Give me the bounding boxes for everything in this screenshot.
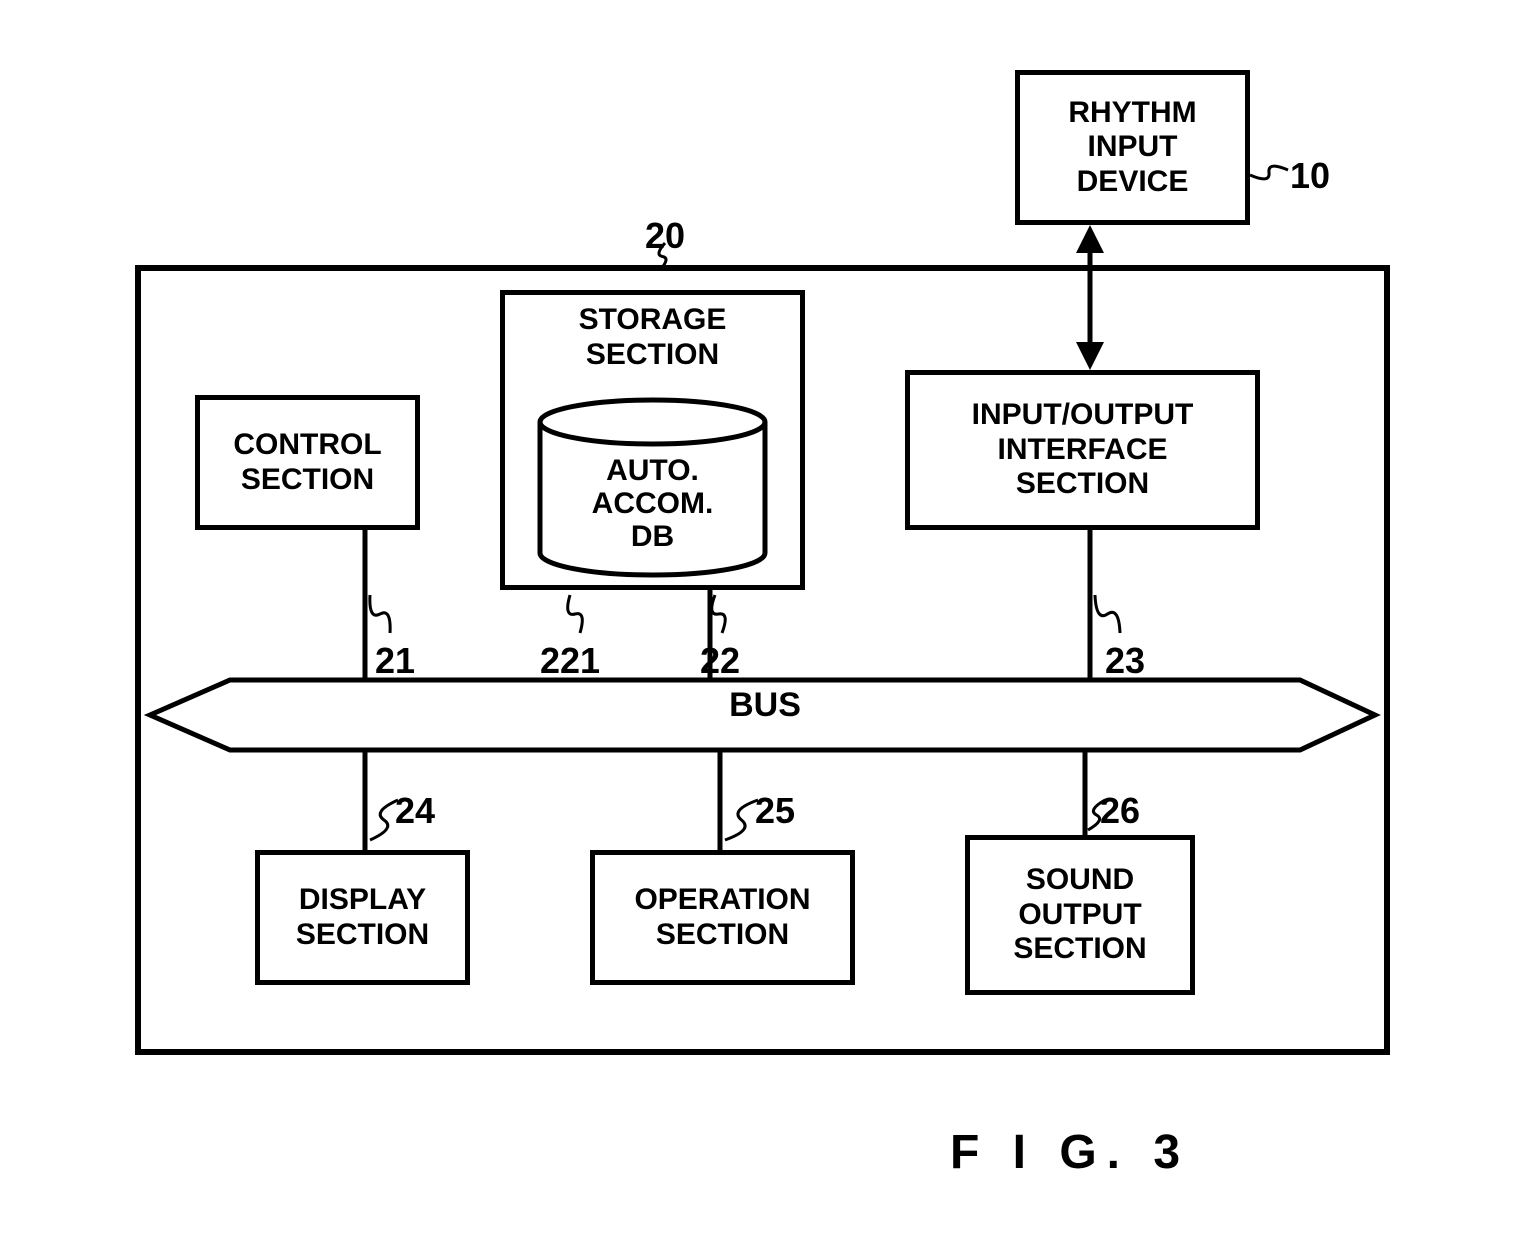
- ref-221: 221: [540, 640, 600, 682]
- ref-25: 25: [755, 790, 795, 832]
- diagram-canvas: RHYTHMINPUTDEVICE STORAGESECTION AUTO.AC…: [0, 0, 1529, 1241]
- ref-22: 22: [700, 640, 740, 682]
- ref-24: 24: [395, 790, 435, 832]
- ref-20: 20: [645, 215, 685, 257]
- figure-caption: F I G. 3: [950, 1125, 1190, 1180]
- ref-21: 21: [375, 640, 415, 682]
- ref-10: 10: [1290, 155, 1330, 197]
- ref-26: 26: [1100, 790, 1140, 832]
- ref-23: 23: [1105, 640, 1145, 682]
